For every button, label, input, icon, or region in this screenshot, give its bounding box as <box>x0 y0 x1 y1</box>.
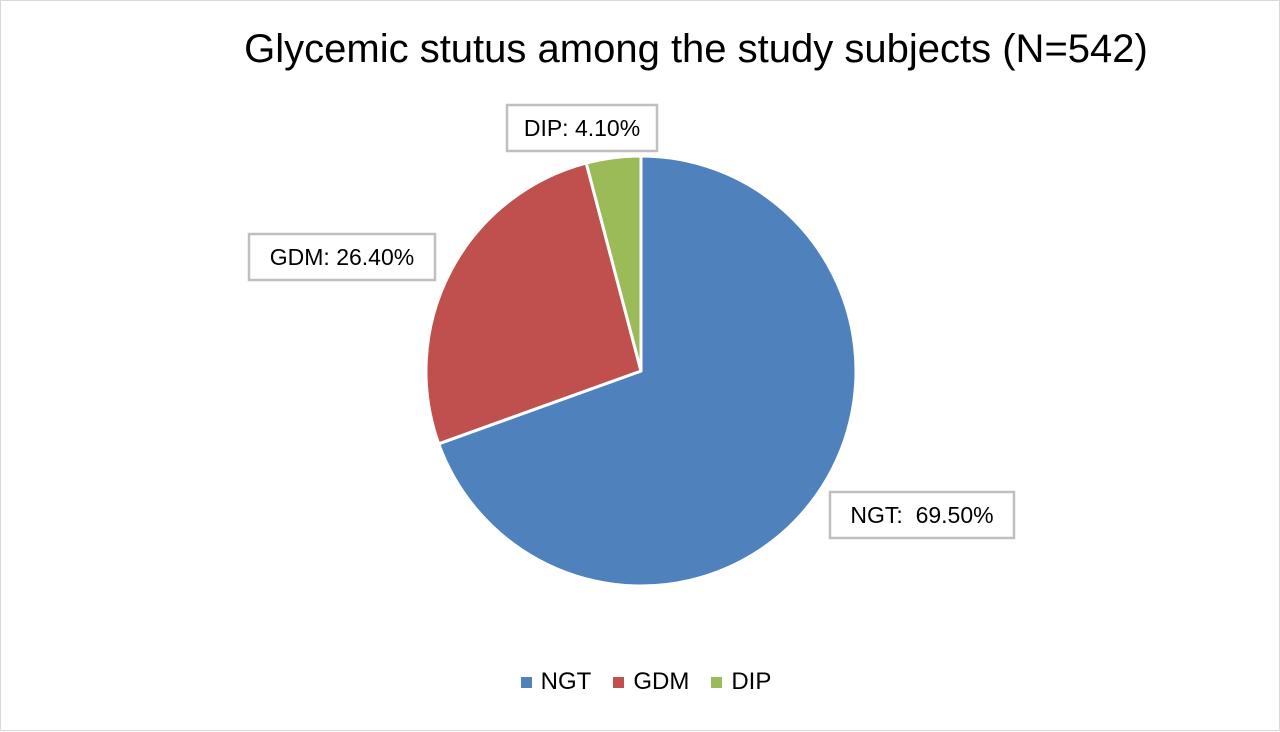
pie-slice-ngt <box>437 154 858 588</box>
pie-slice-gdm <box>424 161 643 446</box>
data-label-gdm: GDM: 26.40% <box>247 232 437 282</box>
data-label-text: NGT: 69.50% <box>850 502 993 528</box>
legend-swatch-gdm <box>613 676 625 688</box>
data-label-box <box>247 232 437 282</box>
data-label-text: DIP: 4.10% <box>524 115 640 141</box>
legend-item-dip: DIP <box>711 668 771 696</box>
legend: NGT GDM DIP <box>1 668 1280 696</box>
legend-swatch-dip <box>711 676 723 688</box>
legend-swatch-ngt <box>520 676 532 688</box>
chart-title: Glycemic stutus among the study subjects… <box>244 27 1148 71</box>
legend-item-ngt: NGT <box>520 668 592 696</box>
data-label-ngt: NGT: 69.50% <box>828 490 1016 540</box>
legend-item-gdm: GDM <box>613 668 689 696</box>
pie-slice-dip <box>584 154 643 373</box>
legend-label-dip: DIP <box>731 668 772 695</box>
data-label-text: GDM: 26.40% <box>270 244 414 270</box>
data-label-box <box>828 490 1016 540</box>
data-label-dip: DIP: 4.10% <box>505 103 659 153</box>
legend-label-gdm: GDM <box>633 668 690 695</box>
data-label-box <box>505 103 659 153</box>
legend-label-ngt: NGT <box>540 668 592 695</box>
